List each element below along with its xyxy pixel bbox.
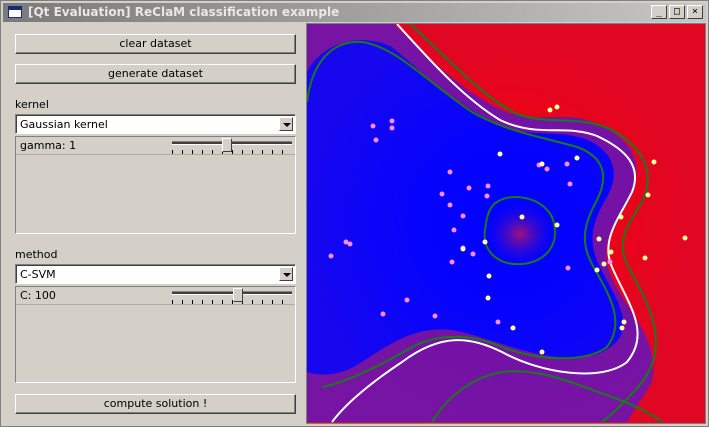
gamma-slider-ticks bbox=[172, 150, 292, 154]
class-b-point bbox=[519, 214, 525, 220]
class-b-point bbox=[539, 161, 545, 167]
class-a-point bbox=[495, 319, 501, 325]
class-b-point bbox=[642, 255, 648, 261]
clear-dataset-button[interactable]: clear dataset bbox=[15, 34, 296, 54]
class-b-point bbox=[485, 295, 491, 301]
c-slider-ticks bbox=[172, 300, 292, 304]
gamma-row: gamma: 1 bbox=[16, 137, 295, 155]
class-a-point bbox=[544, 166, 550, 172]
class-a-point bbox=[373, 137, 379, 143]
c-param-row: C: 100 bbox=[16, 287, 295, 305]
class-a-point bbox=[343, 239, 349, 245]
gamma-label: gamma: 1 bbox=[20, 139, 77, 152]
class-a-point bbox=[380, 311, 386, 317]
class-a-points bbox=[328, 118, 613, 325]
class-b-point bbox=[601, 261, 607, 267]
class-a-point bbox=[565, 265, 571, 271]
method-label: method bbox=[15, 248, 58, 261]
class-b-point bbox=[497, 151, 503, 157]
class-b-point bbox=[621, 319, 627, 325]
class-b-point bbox=[482, 239, 488, 245]
class-b-point bbox=[554, 222, 560, 228]
class-b-point bbox=[608, 249, 614, 255]
class-a-point bbox=[460, 213, 466, 219]
gamma-slider-track bbox=[172, 141, 292, 145]
margin-line-outer bbox=[409, 24, 657, 423]
class-a-point bbox=[567, 181, 573, 187]
kernel-label: kernel bbox=[15, 98, 49, 111]
class-a-point bbox=[432, 313, 438, 319]
class-b-point bbox=[594, 267, 600, 273]
minimize-button[interactable]: _ bbox=[651, 5, 667, 19]
class-a-point bbox=[466, 185, 472, 191]
window-title: [Qt Evaluation] ReClaM classification ex… bbox=[28, 5, 340, 19]
c-slider-track bbox=[172, 291, 292, 295]
margin-line-inner bbox=[307, 40, 617, 388]
app-icon bbox=[8, 6, 22, 18]
class-b-point bbox=[554, 104, 560, 110]
class-a-point bbox=[439, 191, 445, 197]
class-b-points bbox=[460, 104, 688, 355]
method-select-value: C-SVM bbox=[20, 268, 56, 281]
kernel-select[interactable]: Gaussian kernel bbox=[15, 114, 296, 134]
center-island bbox=[485, 202, 555, 266]
class-b-point bbox=[539, 349, 545, 355]
gamma-slider[interactable] bbox=[172, 138, 292, 154]
class-b-point bbox=[486, 273, 492, 279]
class-a-point bbox=[449, 259, 455, 265]
class-a-point bbox=[370, 123, 376, 129]
kernel-params-panel: gamma: 1 bbox=[15, 136, 296, 234]
close-button[interactable]: × bbox=[687, 5, 703, 19]
classification-plot-canvas bbox=[307, 24, 705, 423]
class-a-point bbox=[485, 183, 491, 189]
maximize-button[interactable]: □ bbox=[669, 5, 685, 19]
class-b-point bbox=[510, 325, 516, 331]
chevron-down-icon[interactable] bbox=[279, 267, 293, 281]
generate-dataset-button[interactable]: generate dataset bbox=[15, 64, 296, 84]
class-b-point bbox=[460, 246, 466, 252]
class-b-point bbox=[651, 159, 657, 165]
class-a-point bbox=[328, 253, 334, 259]
class-b-point bbox=[547, 107, 553, 113]
class-b-point bbox=[618, 214, 624, 220]
method-select[interactable]: C-SVM bbox=[15, 264, 296, 284]
decision-boundary-line bbox=[331, 24, 639, 423]
margin-line-island bbox=[483, 196, 557, 266]
class-b-point bbox=[619, 325, 625, 331]
class-a-point bbox=[347, 241, 353, 247]
class-b-point bbox=[596, 236, 602, 242]
class-a-point bbox=[447, 169, 453, 175]
c-param-label: C: 100 bbox=[20, 289, 56, 302]
class-b-point bbox=[682, 235, 688, 241]
c-slider-handle[interactable] bbox=[233, 288, 243, 302]
class-a-point bbox=[447, 202, 453, 208]
margin-line-bottom bbox=[431, 370, 663, 423]
title-bar[interactable]: [Qt Evaluation] ReClaM classification ex… bbox=[3, 3, 706, 22]
class-a-point bbox=[607, 259, 613, 265]
class-a-point bbox=[564, 161, 570, 167]
chevron-down-icon[interactable] bbox=[279, 117, 293, 131]
c-slider[interactable] bbox=[172, 288, 292, 304]
kernel-select-value: Gaussian kernel bbox=[20, 118, 108, 131]
class-a-point bbox=[389, 125, 395, 131]
class-a-point bbox=[451, 227, 457, 233]
class-a-point bbox=[404, 297, 410, 303]
method-params-panel: C: 100 bbox=[15, 286, 296, 383]
classification-plot[interactable] bbox=[306, 23, 706, 424]
class-a-point bbox=[484, 193, 490, 199]
class-b-point bbox=[645, 192, 651, 198]
gamma-slider-handle[interactable] bbox=[222, 138, 232, 152]
class-a-point bbox=[470, 251, 476, 257]
class-b-point bbox=[574, 155, 580, 161]
class-a-point bbox=[389, 118, 395, 124]
compute-solution-button[interactable]: compute solution ! bbox=[15, 394, 296, 414]
